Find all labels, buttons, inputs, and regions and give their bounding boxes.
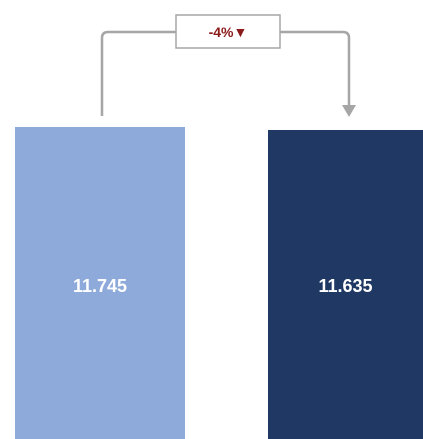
change-annotation-label: -4%▼ [209,24,248,40]
bar-2-value-label: 11.635 [318,276,372,296]
bars-group [15,127,423,439]
bar-1 [15,127,185,439]
change-annotation-box [175,14,281,49]
change-annotation: -4%▼ [175,14,281,49]
data-labels-group: 11.745 11.635 [73,276,373,296]
connector-arrowhead-icon [342,105,356,117]
bar-2 [268,130,423,439]
bar-1-value-label: 11.745 [73,276,127,296]
change-percent: -4% [209,24,234,40]
down-triangle-icon: ▼ [234,24,248,40]
